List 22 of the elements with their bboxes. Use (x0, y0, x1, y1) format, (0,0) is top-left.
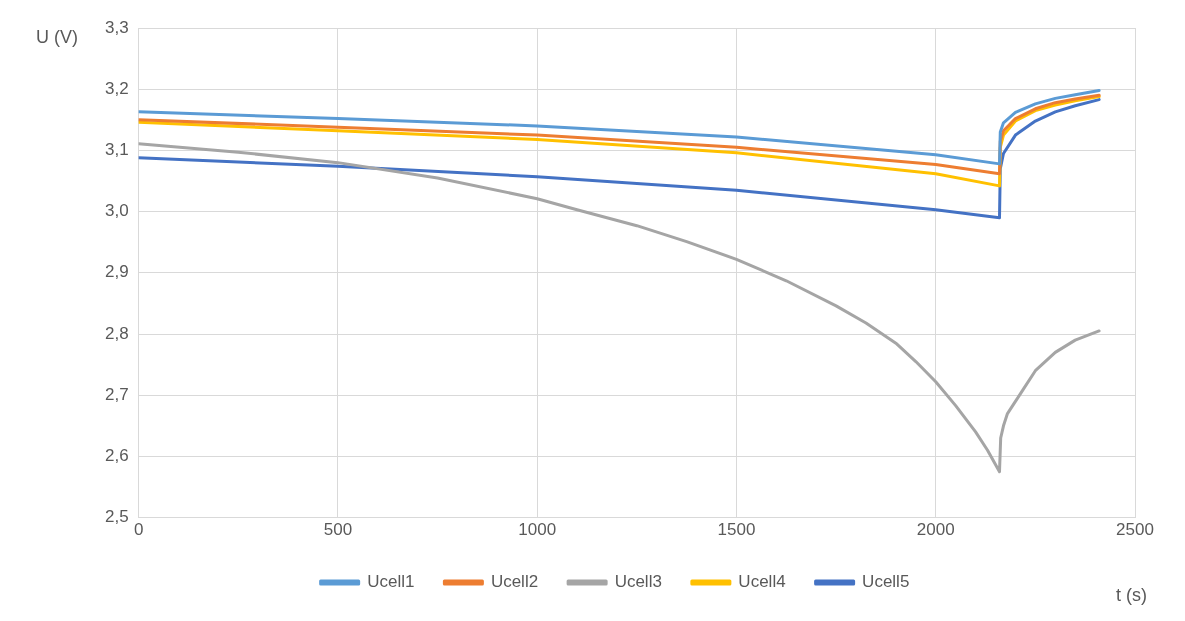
y-tick-label: 3,1 (104, 140, 129, 160)
x-tick-label: 2500 (1116, 520, 1154, 540)
x-tick-label: 500 (323, 520, 353, 540)
y-tick-label: 2,8 (104, 323, 129, 343)
legend-label: Ucell4 (738, 572, 786, 592)
legend-label: Ucell3 (614, 572, 662, 592)
legend-label: Ucell2 (490, 572, 539, 592)
x-tick-label: 1500 (717, 520, 756, 540)
y-tick-label: 3,0 (104, 201, 129, 221)
x-tick-label: 2000 (916, 520, 955, 540)
y-tick-label: 2,5 (104, 507, 129, 527)
x-tick-label: 1000 (518, 520, 557, 540)
y-tick-label: 3,3 (104, 17, 129, 37)
x-axis-title: t (s) (1116, 584, 1147, 605)
legend-label: Ucell5 (862, 572, 910, 592)
legend-label: Ucell1 (367, 572, 415, 592)
y-tick-label: 2,6 (104, 446, 129, 466)
y-tick-label: 2,7 (104, 384, 129, 404)
x-tick-label: 0 (133, 520, 144, 540)
y-tick-label: 3,2 (104, 78, 129, 98)
y-axis-title: U (V) (36, 26, 78, 47)
y-tick-label: 2,9 (104, 262, 129, 282)
